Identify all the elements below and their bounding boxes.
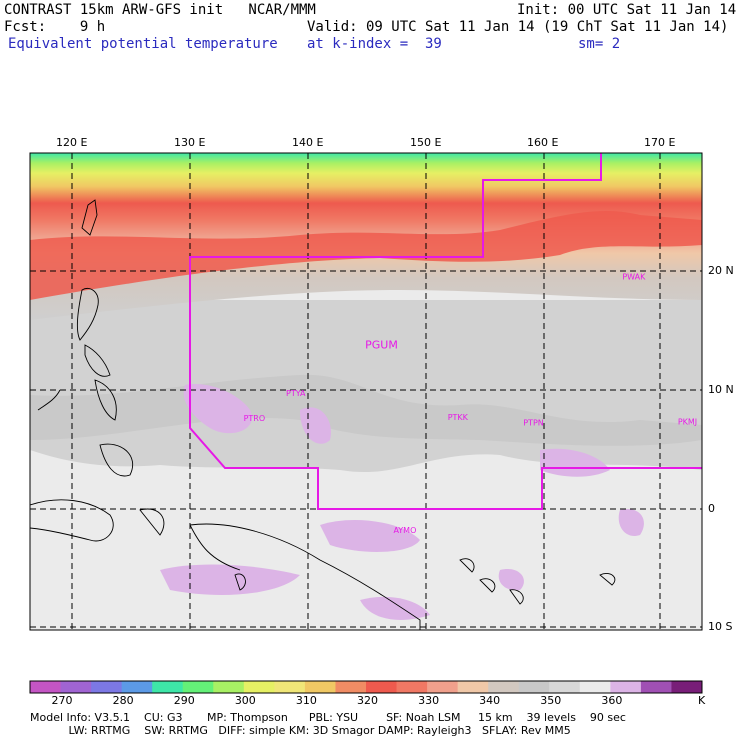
lat-label-0: 0 — [708, 502, 715, 515]
colorbar-swatch — [91, 681, 123, 693]
station-label-ptya: PTYA — [286, 389, 306, 398]
colorbar — [29, 680, 703, 694]
station-labels: PWAK PGUM PTYA PTRO PTKK PTPN PKMJ AYMO — [244, 272, 698, 534]
lon-label-130e: 130 E — [174, 136, 206, 149]
colorbar-tick-label: 340 — [479, 694, 501, 707]
colorbar-swatch — [182, 681, 214, 693]
lon-label-140e: 140 E — [292, 136, 324, 149]
coastlines — [30, 199, 616, 630]
header-valid-time: Valid: 09 UTC Sat 11 Jan 14 (19 ChT Sat … — [307, 19, 729, 35]
colorbar-swatch — [518, 681, 550, 693]
station-label-ptro: PTRO — [244, 414, 266, 423]
colorbar-swatch — [579, 681, 611, 693]
colorbar-swatch — [427, 681, 459, 693]
station-label-pwak: PWAK — [622, 272, 646, 281]
colorbar-tick-label: 300 — [234, 694, 256, 707]
lon-label-120e: 120 E — [56, 136, 88, 149]
header-field-name: Equivalent potential temperature — [8, 36, 278, 52]
colorbar-swatch — [549, 681, 581, 693]
model-info-line2: LW: RRTMG SW: RRTMG DIFF: simple KM: 3D … — [30, 724, 571, 737]
station-label-pkmj: PKMJ — [678, 418, 697, 427]
colorbar-tick-label: 360 — [601, 694, 623, 707]
header-forecast-hour: Fcst: 9 h — [4, 19, 106, 35]
colorbar-swatch — [640, 681, 672, 693]
colorbar-swatch — [335, 681, 367, 693]
colorbar-swatch — [488, 681, 520, 693]
colorbar-swatch — [213, 681, 245, 693]
colorbar-swatch — [243, 681, 275, 693]
colorbar-tick-label: 270 — [51, 694, 73, 707]
colorbar-swatch — [396, 681, 428, 693]
lat-label-20n: 20 N — [708, 264, 734, 277]
header-smoothing: sm= 2 — [578, 36, 621, 52]
colorbar-swatch — [671, 681, 703, 693]
station-label-ptpn: PTPN — [523, 419, 544, 428]
colorbar-tick-label: 350 — [540, 694, 562, 707]
colorbar-swatch — [152, 681, 184, 693]
colorbar-swatch — [30, 681, 62, 693]
colorbar-tick-label: 310 — [295, 694, 317, 707]
station-label-pgum: PGUM — [365, 338, 398, 351]
lat-label-10s: 10 S — [708, 620, 733, 633]
header-model-title: CONTRAST 15km ARW-GFS init NCAR/MMM — [4, 2, 316, 18]
station-label-ptkk: PTKK — [448, 413, 469, 422]
colorbar-unit: K — [698, 694, 706, 707]
colorbar-swatch — [457, 681, 489, 693]
map-frame — [29, 152, 703, 631]
theta-e-field — [30, 153, 702, 630]
colorbar-swatch — [121, 681, 153, 693]
colorbar-tick-label: 320 — [357, 694, 378, 707]
header-level: at k-index = 39 — [307, 36, 442, 52]
colorbar-tick-label: 290 — [173, 694, 195, 707]
model-info-line1: Model Info: V3.5.1 CU: G3 MP: Thompson P… — [30, 711, 626, 724]
lon-label-150e: 150 E — [410, 136, 442, 149]
colorbar-swatch — [304, 681, 336, 693]
station-label-aymo: AYMO — [393, 526, 416, 535]
lon-label-170e: 170 E — [644, 136, 676, 149]
colorbar-swatch — [60, 681, 92, 693]
colorbar-swatch — [366, 681, 398, 693]
colorbar-tick-label: 330 — [418, 694, 440, 707]
header-init-time: Init: 00 UTC Sat 11 Jan 14 — [517, 2, 737, 18]
colorbar-frame — [29, 680, 703, 694]
colorbar-swatch — [610, 681, 642, 693]
lon-label-160e: 160 E — [527, 136, 559, 149]
lat-label-10n: 10 N — [708, 383, 734, 396]
colorbar-tick-label: 280 — [112, 694, 134, 707]
colorbar-swatch — [274, 681, 306, 693]
domain-boundary — [189, 153, 702, 510]
